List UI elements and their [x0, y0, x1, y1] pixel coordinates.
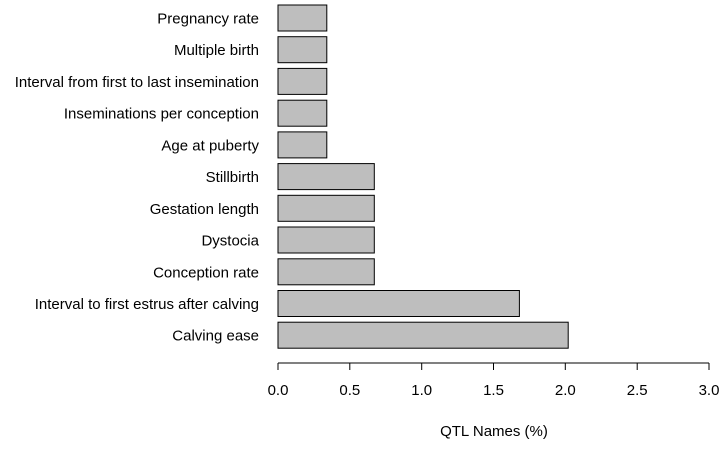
bars-group [277, 4, 569, 349]
category-label: Multiple birth [174, 42, 259, 59]
category-label: Gestation length [150, 201, 259, 218]
bar [277, 321, 569, 349]
x-tick-label: 2.5 [627, 382, 648, 399]
category-label: Conception rate [153, 264, 259, 281]
x-axis-label: QTL Names (%) [440, 423, 548, 440]
bar [277, 67, 328, 95]
x-tick-label: 3.0 [699, 382, 720, 399]
bar [277, 4, 328, 32]
bar [277, 99, 328, 127]
bar [277, 226, 375, 254]
bar [277, 131, 328, 159]
category-label: Calving ease [172, 328, 259, 345]
x-tick-label: 1.0 [411, 382, 432, 399]
category-label: Stillbirth [206, 169, 259, 186]
category-label: Inseminations per conception [64, 106, 259, 123]
x-tick-label: 1.5 [483, 382, 504, 399]
category-labels: Pregnancy rate Multiple birth Interval fro… [15, 11, 260, 345]
category-label: Interval to first estrus after calving [35, 296, 259, 313]
bar [277, 258, 375, 286]
bar [277, 36, 328, 64]
category-label: Pregnancy rate [157, 11, 259, 28]
category-label: Dystocia [201, 233, 259, 250]
x-tick-label: 0.5 [339, 382, 360, 399]
category-label: Age at puberty [161, 137, 259, 154]
x-tick-label: 0.0 [268, 382, 289, 399]
bar [277, 163, 375, 191]
x-tick-label: 2.0 [555, 382, 576, 399]
category-label: Interval from first to last insemination [15, 74, 259, 91]
x-axis: 0.0 0.5 1.0 1.5 2.0 2.5 3.0 [268, 362, 720, 399]
bar [277, 194, 375, 222]
bar [277, 290, 520, 317]
